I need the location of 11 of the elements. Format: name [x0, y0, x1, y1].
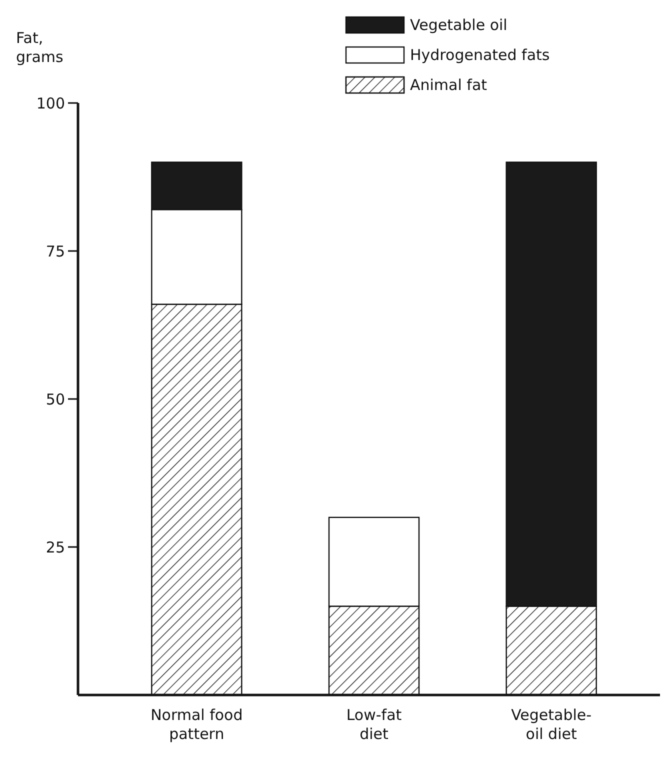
x-tick-label: Low-fat diet [346, 706, 402, 743]
y-tick-label: 50 [46, 390, 65, 408]
legend-label: Hydrogenated fats [410, 46, 550, 64]
y-tick-label: 75 [46, 242, 65, 260]
y-axis-title: Fat, grams [16, 29, 64, 66]
y-tick-label: 25 [46, 538, 65, 556]
legend-label: Animal fat [410, 76, 488, 94]
x-tick-label: Vegetable-oil diet [511, 706, 592, 743]
x-tick-label: Normal food pattern [150, 706, 243, 743]
legend-label: Vegetable oil [410, 16, 508, 34]
y-tick-label: 100 [36, 94, 65, 112]
